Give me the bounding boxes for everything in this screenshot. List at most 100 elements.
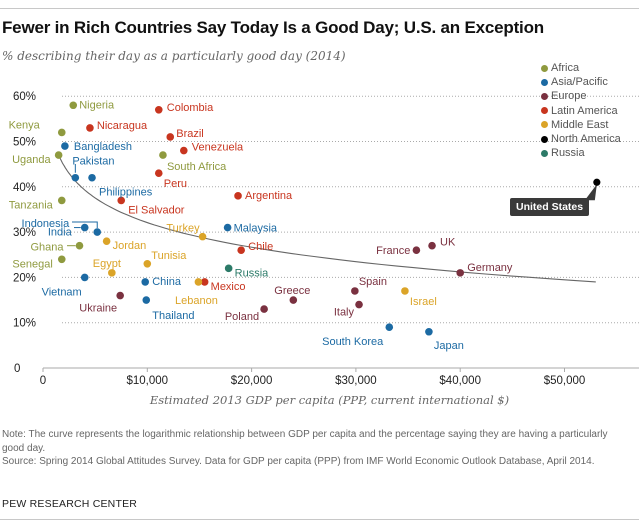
point-malaysia	[223, 223, 232, 232]
point-bangladesh	[61, 142, 69, 150]
point-argentina	[234, 192, 242, 200]
point-philippines	[88, 173, 96, 182]
label-leaders	[67, 164, 597, 247]
label-indonesia: Indonesia	[22, 218, 71, 230]
point-jordan	[102, 237, 111, 245]
point-colombia	[154, 105, 163, 114]
point-france	[412, 246, 421, 255]
point-united-states	[593, 178, 601, 186]
label-israel: Israel	[410, 296, 437, 308]
legend-label: Middle East	[551, 118, 609, 131]
point-venezuela	[180, 146, 188, 155]
leader-indonesia	[72, 221, 98, 229]
legend-label: North America	[551, 133, 621, 146]
label-russia: Russia	[235, 267, 270, 279]
label-italy: Italy	[334, 307, 355, 319]
trend-curve	[58, 154, 596, 283]
label-jordan: Jordan	[113, 240, 147, 252]
legend-label: Latin America	[551, 104, 618, 117]
point-el-salvador	[117, 196, 126, 205]
note-text: Note: The curve represents the logarithm…	[2, 429, 608, 454]
top-rule	[0, 8, 639, 9]
x-axis: 0 $10,000 $20,000 $30,000 $40,000 $50,000	[40, 367, 639, 387]
legend-item-europe: Europe	[541, 89, 621, 103]
callout-pointer	[584, 184, 597, 201]
y-tick-label: 40%	[13, 182, 36, 194]
legend-dot-icon	[541, 93, 548, 100]
point-ukraine	[116, 291, 124, 300]
point-pakistan	[71, 173, 80, 182]
x-tick-label: $20,000	[231, 375, 273, 387]
source-text: Source: Spring 2014 Global Attitudes Sur…	[2, 456, 595, 467]
chart-title: Fewer in Rich Countries Say Today Is a G…	[2, 18, 544, 37]
point-brazil	[166, 133, 175, 141]
label-malaysia: Malaysia	[234, 223, 278, 235]
y-tick-label: 60%	[13, 91, 36, 103]
legend-item-latin-america: Latin America	[541, 104, 621, 118]
point-greece	[289, 296, 298, 304]
x-tick-label: $30,000	[335, 375, 377, 387]
data-points	[54, 101, 601, 336]
legend-item-russia: Russia	[541, 146, 621, 160]
point-spain	[351, 287, 359, 295]
label-japan: Japan	[434, 340, 464, 352]
label-poland: Poland	[225, 311, 259, 323]
chart-subtitle: % describing their day as a particularly…	[2, 49, 346, 63]
legend-dot-icon	[541, 149, 548, 157]
point-poland	[260, 305, 268, 313]
legend-item-middle-east: Middle East	[541, 118, 621, 132]
point-labels: Nigeria Kenya Uganda South Africa Tanzania Gh…	[9, 99, 513, 352]
point-south-africa	[159, 151, 167, 159]
label-south-korea: South Korea	[322, 336, 384, 348]
point-turkey	[198, 232, 207, 241]
x-tick-label: $40,000	[439, 375, 481, 387]
legend-dot-icon	[541, 78, 548, 86]
point-nicaragua	[86, 124, 94, 132]
label-venezuela: Venezuela	[192, 142, 244, 154]
label-india: India	[48, 227, 73, 239]
point-egypt	[108, 269, 116, 277]
legend-label: Europe	[551, 90, 587, 103]
label-greece: Greece	[274, 285, 310, 297]
label-uk: UK	[440, 237, 456, 249]
label-lebanon: Lebanon	[175, 295, 218, 307]
brand-name: PEW RESEARCH CENTER	[2, 498, 138, 510]
point-tunisia	[143, 260, 152, 268]
y-tick-label: 20%	[13, 272, 36, 284]
point-israel	[401, 287, 409, 295]
footnote: Note: The curve represents the logarithm…	[2, 428, 632, 469]
label-thailand: Thailand	[152, 310, 194, 322]
label-nicaragua: Nicaragua	[97, 120, 148, 132]
callout-united-states: United States	[510, 198, 590, 216]
bottom-rule	[0, 519, 639, 520]
label-chile: Chile	[248, 241, 273, 253]
label-mexico: Mexico	[211, 281, 246, 293]
legend-label: Russia	[551, 147, 585, 160]
legend-item-north-america: North America	[541, 132, 621, 146]
point-thailand	[142, 296, 151, 304]
label-senegal: Senegal	[12, 258, 52, 270]
label-pakistan: Pakistan	[72, 156, 114, 168]
x-tick-label: 0	[40, 375, 46, 387]
legend-item-africa: Africa	[541, 61, 621, 75]
legend-dot-icon	[541, 121, 548, 129]
label-france: France	[376, 245, 410, 257]
label-egypt: Egypt	[93, 258, 121, 270]
point-peru	[154, 169, 163, 178]
label-argentina: Argentina	[245, 190, 293, 202]
label-uganda: Uganda	[12, 154, 51, 166]
label-tunisia: Tunisia	[151, 250, 187, 262]
label-peru: Peru	[164, 178, 187, 190]
label-turkey: Turkey	[166, 223, 200, 235]
point-chile	[237, 246, 245, 255]
label-spain: Spain	[359, 276, 387, 288]
label-brazil: Brazil	[176, 128, 204, 140]
x-tick-label: $50,000	[544, 375, 586, 387]
label-bangladesh: Bangladesh	[74, 141, 132, 153]
point-senegal	[57, 255, 66, 264]
point-mexico	[200, 278, 209, 286]
legend: Africa Asia/Pacific Europe Latin America Mid…	[541, 61, 621, 160]
y-axis-ticks: 0 10% 20% 30% 40% 50% 60%	[13, 91, 36, 375]
point-germany	[456, 269, 465, 277]
